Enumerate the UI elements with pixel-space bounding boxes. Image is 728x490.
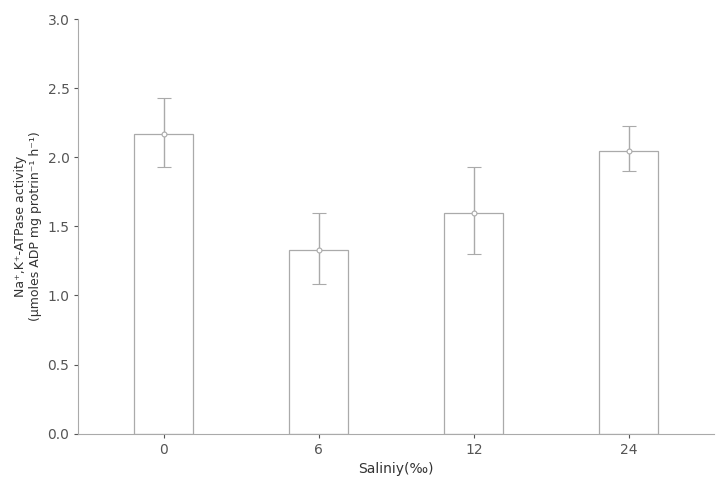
Bar (444, 213, 503, 434)
Bar (134, 134, 193, 434)
Y-axis label: Na⁺,K⁺-ATPase activity
(μmoles ADP mg protrin⁻¹ h⁻¹): Na⁺,K⁺-ATPase activity (μmoles ADP mg pr… (14, 132, 42, 321)
Bar (289, 250, 348, 434)
X-axis label: Saliniy(‰): Saliniy(‰) (359, 462, 434, 476)
Bar (599, 150, 658, 434)
